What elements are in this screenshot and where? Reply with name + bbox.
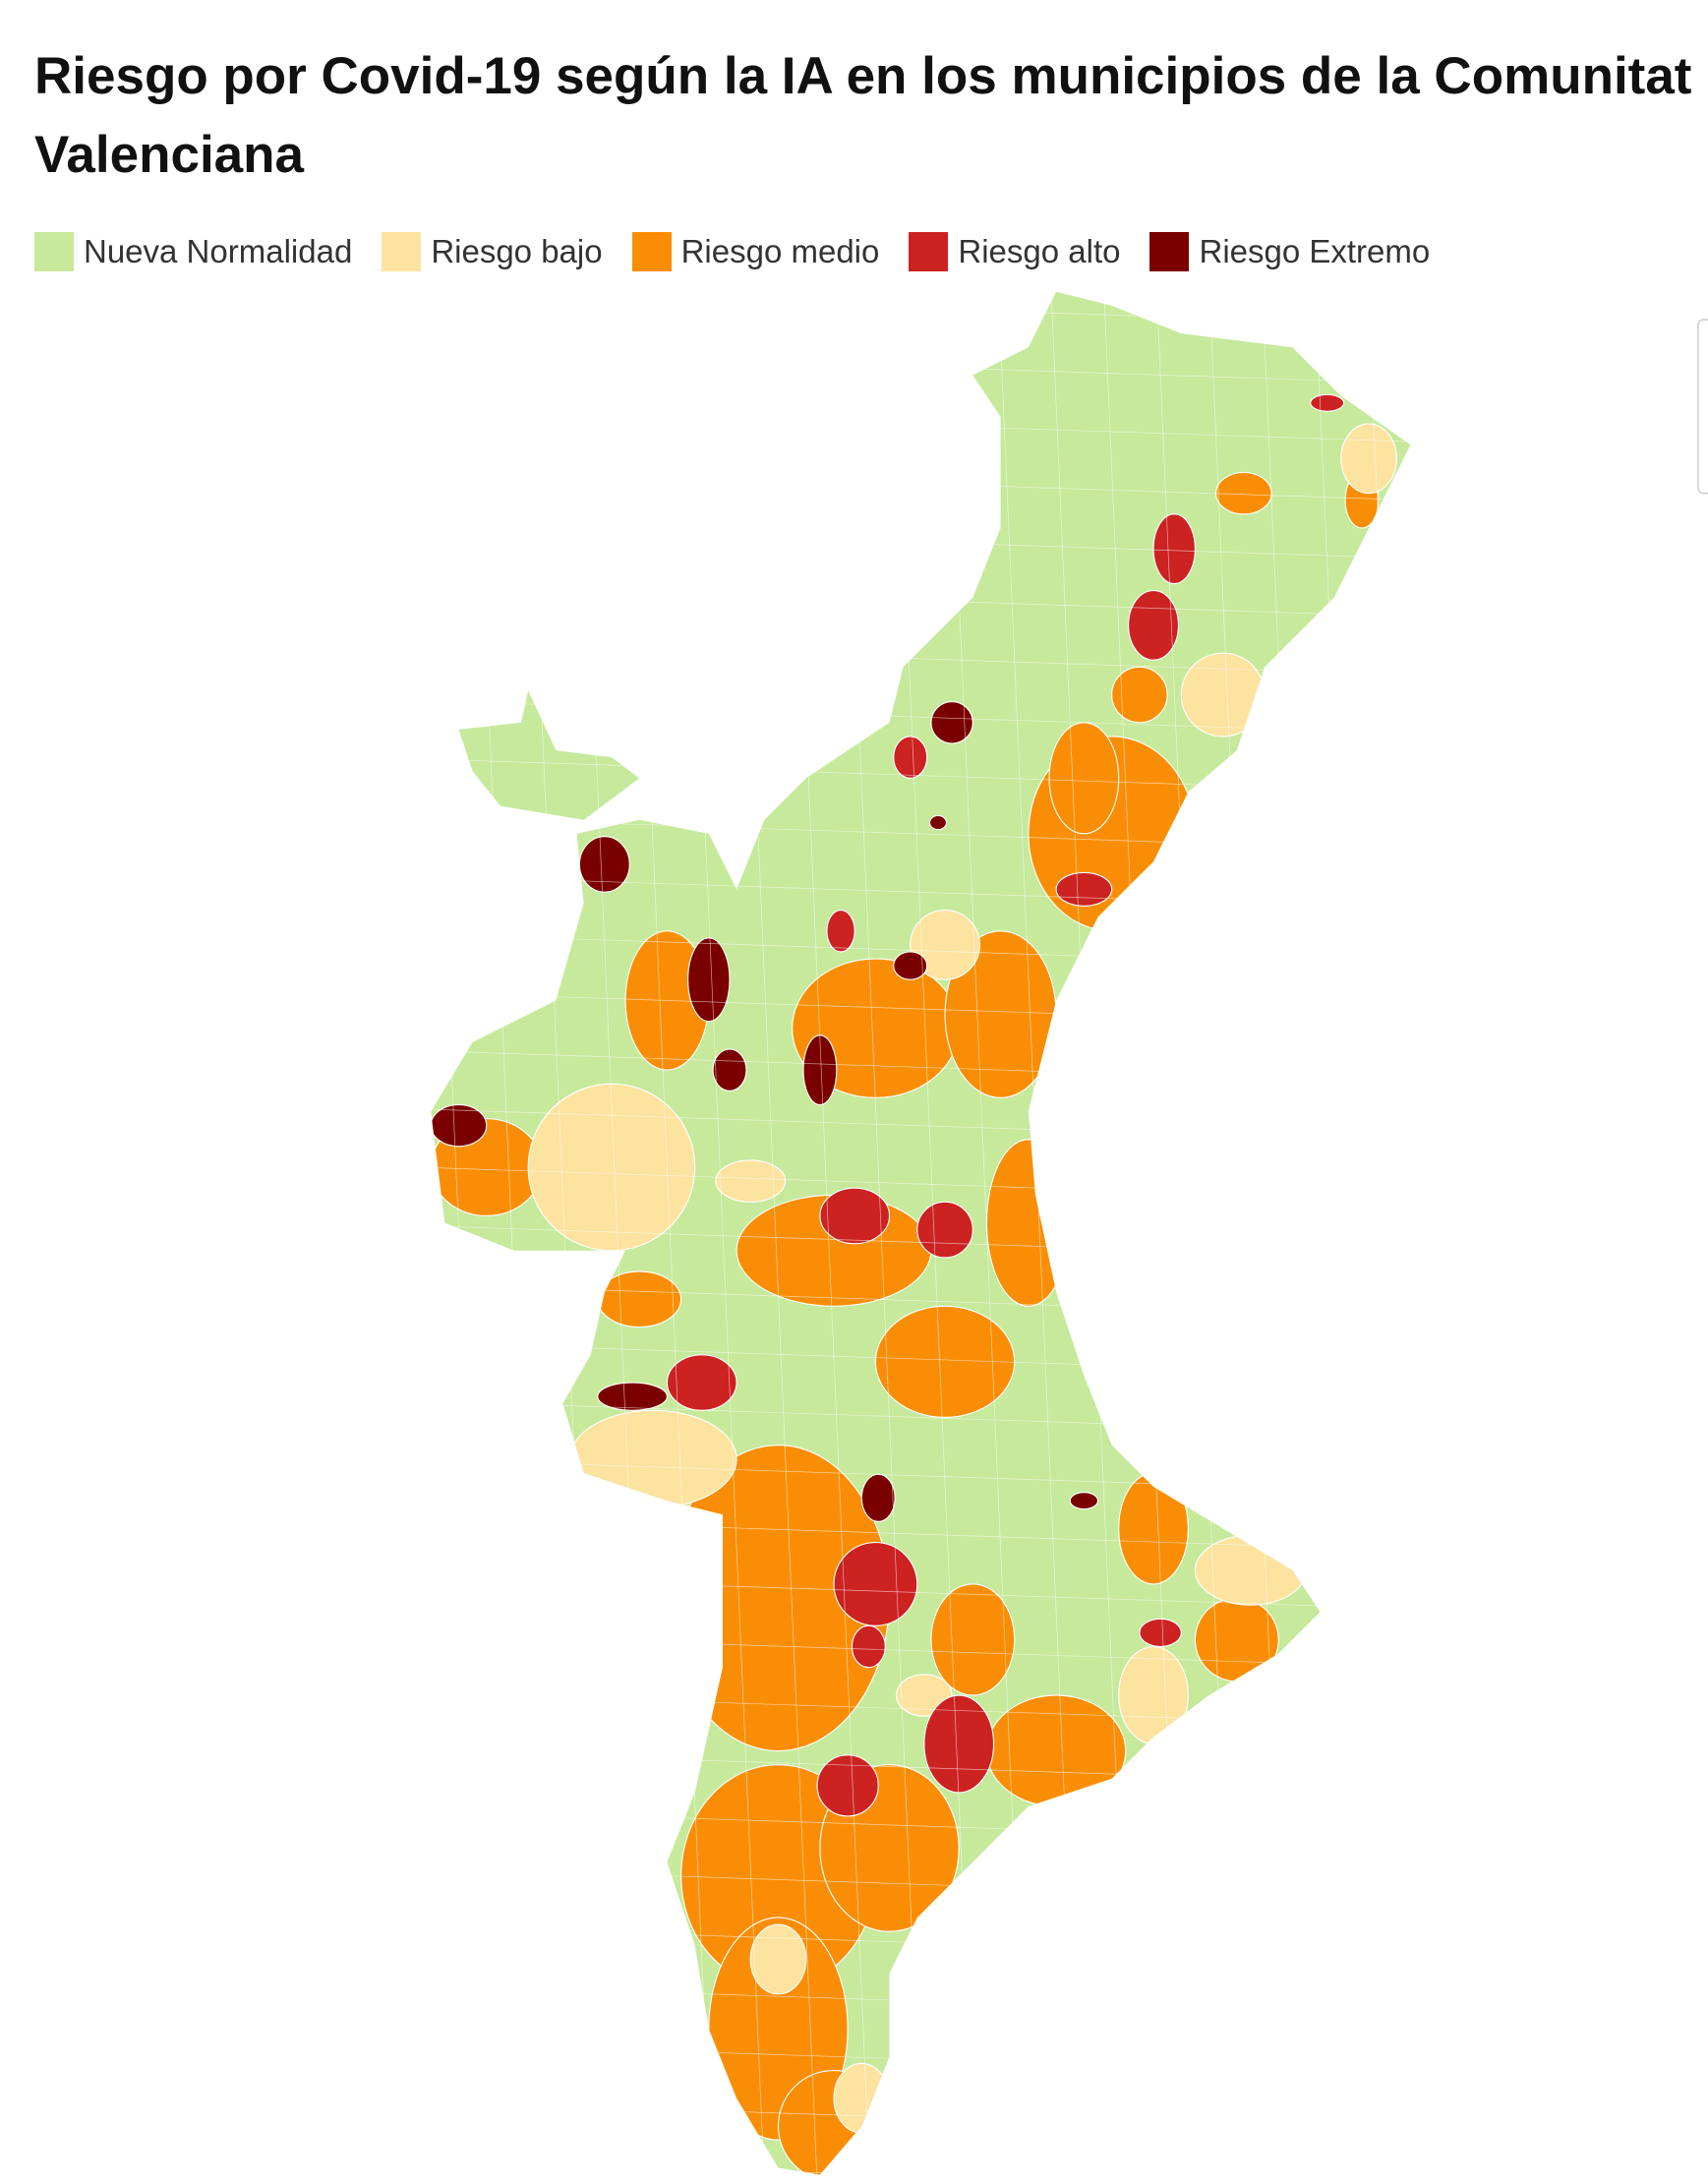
legend-label: Riesgo Extremo	[1199, 233, 1431, 269]
municipality-area	[431, 1103, 488, 1148]
municipality-area	[578, 836, 630, 893]
map-control[interactable]	[1697, 319, 1708, 495]
municipality-area	[687, 937, 731, 1023]
municipality-area	[1118, 1645, 1189, 1745]
municipality-area	[1180, 652, 1266, 738]
legend-item: Riesgo bajo	[382, 232, 603, 271]
municipality-area	[1215, 471, 1272, 515]
legend-label: Riesgo alto	[958, 233, 1121, 269]
legend-swatch	[631, 232, 672, 271]
border-line	[1367, 291, 1411, 2175]
municipality-area	[749, 1923, 807, 1995]
municipality-area	[597, 1382, 669, 1411]
border-line	[431, 2158, 1411, 2175]
municipality-area	[928, 814, 948, 831]
border-line	[1314, 291, 1399, 2175]
municipality-area	[1111, 666, 1168, 724]
municipality-area	[860, 1473, 896, 1522]
municipality-area	[597, 1270, 682, 1328]
municipality-area	[916, 1201, 973, 1259]
municipality-area	[930, 1583, 1016, 1696]
legend-item: Riesgo Extremo	[1149, 232, 1430, 271]
municipality-area	[1069, 1492, 1099, 1510]
municipality-area	[1055, 871, 1113, 907]
municipality-area	[930, 701, 973, 744]
municipality-area	[1340, 423, 1397, 495]
municipality-area	[1128, 590, 1180, 661]
legend-swatch	[909, 232, 949, 271]
municipality-area	[985, 1139, 1071, 1307]
border-line	[1420, 278, 1503, 2183]
legend-item: Riesgo medio	[631, 232, 880, 271]
municipality-area	[1139, 1618, 1182, 1648]
chart-title: Riesgo por Covid-19 según la IA en los m…	[34, 47, 1692, 184]
legend-label: Riesgo medio	[680, 233, 880, 269]
municipality-area	[527, 1083, 696, 1252]
municipality-area	[874, 1305, 1016, 1418]
municipality-area	[910, 910, 980, 980]
municipality-area	[1194, 1597, 1279, 1682]
municipality-area	[833, 2062, 891, 2134]
legend-swatch	[34, 232, 74, 271]
border-line	[431, 1983, 1411, 2020]
border-line	[431, 2041, 1411, 2078]
municipality-area	[893, 951, 928, 980]
municipality-area	[1310, 393, 1345, 412]
municipality-area	[826, 910, 855, 953]
legend-label: Nueva Normalidad	[84, 233, 353, 269]
legend-item: Nueva Normalidad	[34, 232, 352, 271]
municipality-area	[819, 1187, 891, 1245]
legend-swatch	[1149, 232, 1190, 271]
legend-item: Riesgo alto	[909, 232, 1120, 271]
municipality-area	[816, 1754, 879, 1817]
legend-label: Riesgo bajo	[431, 233, 603, 269]
legend: Nueva Normalidad Riesgo bajo Riesgo medio R…	[34, 232, 1430, 271]
border-line	[431, 1925, 1411, 1962]
legend-swatch	[382, 232, 422, 271]
municipality-area	[833, 1541, 918, 1626]
municipality-area	[893, 736, 928, 779]
municipality-area	[715, 1159, 787, 1203]
municipality-area	[1152, 513, 1196, 585]
municipality-area	[568, 1409, 737, 1508]
border-line	[431, 2100, 1411, 2137]
municipality-area	[1048, 722, 1120, 835]
municipality-area	[1118, 1472, 1189, 1585]
municipality-area	[712, 1048, 747, 1092]
border-line	[431, 291, 1411, 327]
municipality-area	[851, 1624, 886, 1669]
